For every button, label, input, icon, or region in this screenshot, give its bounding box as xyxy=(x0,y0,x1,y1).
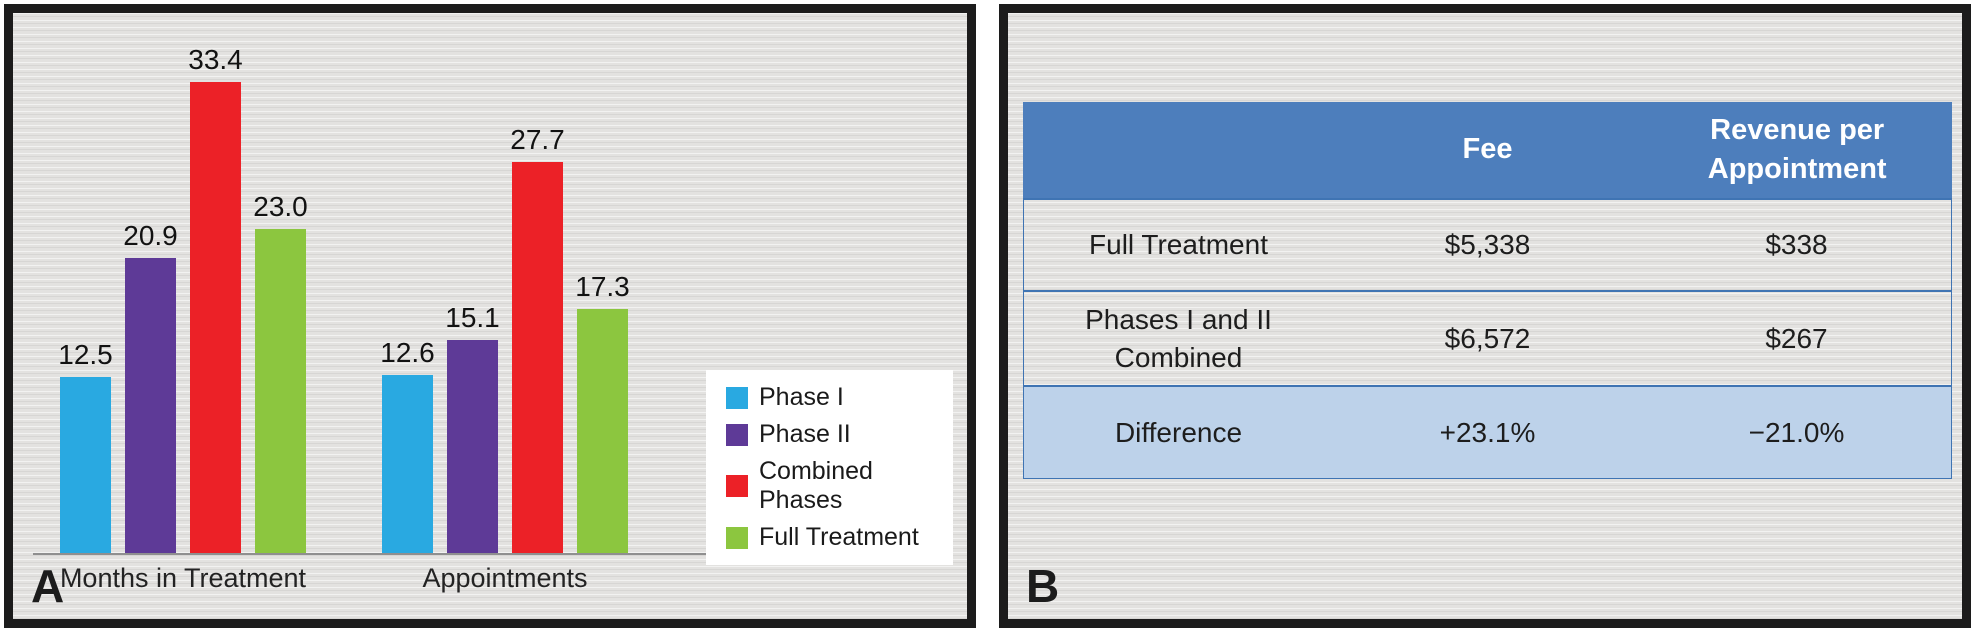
revenue-cell: −21.0% xyxy=(1642,387,1951,478)
header-cell-revenue-per-appointment: Revenue per Appointment xyxy=(1642,102,1952,198)
legend-swatch-full-treatment xyxy=(726,526,748,549)
cell-text: +23.1% xyxy=(1439,416,1536,448)
cell-text: $6,572 xyxy=(1444,322,1531,354)
legend-label: Combined Phases xyxy=(759,457,873,514)
header-cell-fee: Fee xyxy=(1333,102,1643,198)
category-label: Appointments xyxy=(422,563,588,593)
legend-swatch-phase-i xyxy=(726,386,748,409)
table-row: Full Treatment $5,338 $338 xyxy=(1024,198,1951,290)
bar-value-label: 27.7 xyxy=(510,124,565,155)
bar-full-treatment-1 xyxy=(255,229,306,553)
bar-full-treatment-2 xyxy=(577,309,628,553)
bar-value-label: 20.9 xyxy=(123,220,178,251)
bar-combined-phases-1 xyxy=(190,82,241,553)
fee-cell: $6,572 xyxy=(1333,292,1642,385)
legend-item: Phase II xyxy=(726,420,947,449)
bar-phase-ii-1 xyxy=(125,258,176,553)
x-axis-line xyxy=(33,553,953,555)
revenue-cell: $338 xyxy=(1642,200,1951,290)
bar-chart: 12.5 12.6 20.9 15.1 33.4 27.7 23.0 17.3 Months i… xyxy=(13,13,967,619)
legend-swatch-combined-phases xyxy=(726,475,748,497)
bar-value-label: 17.3 xyxy=(575,271,630,302)
fee-cell: +23.1% xyxy=(1333,387,1642,478)
bar-value-label: 12.6 xyxy=(380,337,435,368)
cell-text: $5,338 xyxy=(1444,229,1531,261)
fee-table: Fee Revenue per Appointment Full Treatmen… xyxy=(1023,102,1952,479)
panel-b-label: B xyxy=(1026,560,1060,612)
legend-item: Full Treatment xyxy=(726,523,947,552)
row-label-cell: Full Treatment xyxy=(1024,200,1333,290)
table-row: Phases I and II Combined $6,572 $267 xyxy=(1024,290,1951,385)
panel-a-label: A xyxy=(31,560,65,612)
legend-label: Phase I xyxy=(759,383,844,411)
header-cell-text: Revenue per Appointment xyxy=(1707,113,1887,185)
fee-table-body: Full Treatment $5,338 $338 Phases I and II … xyxy=(1023,198,1952,479)
header-cell-blank xyxy=(1023,102,1333,198)
chart-legend: Phase I Phase II Combined Phases Full Treat… xyxy=(706,370,953,565)
row-label-cell: Difference xyxy=(1024,387,1333,478)
table-row: Difference +23.1% −21.0% xyxy=(1024,385,1951,478)
panel-b-table: Fee Revenue per Appointment Full Treatmen… xyxy=(999,4,1971,628)
bar-value-label: 23.0 xyxy=(253,191,308,222)
cell-text: $267 xyxy=(1765,322,1828,354)
bar-value-label: 12.5 xyxy=(58,339,113,370)
bar-value-label: 15.1 xyxy=(445,302,500,333)
header-cell-text: Fee xyxy=(1462,133,1513,166)
legend-label: Phase II xyxy=(759,420,851,448)
category-label: Months in Treatment xyxy=(59,563,307,593)
legend-label: Full Treatment xyxy=(759,523,919,551)
legend-item: Combined Phases xyxy=(726,457,947,515)
cell-text: −21.0% xyxy=(1748,416,1845,448)
row-label-cell: Phases I and II Combined xyxy=(1024,292,1333,385)
panel-a-chart: 12.5 12.6 20.9 15.1 33.4 27.7 23.0 17.3 Months i… xyxy=(4,4,976,628)
bar-value-label: 33.4 xyxy=(188,44,243,75)
revenue-cell: $267 xyxy=(1642,292,1951,385)
bar-combined-phases-2 xyxy=(512,162,563,553)
cell-text: Phases I and II Combined xyxy=(1085,303,1272,373)
fee-table-header-row: Fee Revenue per Appointment xyxy=(1023,102,1952,198)
cell-text: Full Treatment xyxy=(1089,229,1268,261)
bar-phase-i-2 xyxy=(382,375,433,553)
cell-text: Difference xyxy=(1114,416,1243,448)
bar-phase-i-1 xyxy=(60,377,111,553)
cell-text: $338 xyxy=(1765,229,1828,261)
fee-cell: $5,338 xyxy=(1333,200,1642,290)
legend-item: Phase I xyxy=(726,383,947,412)
bar-phase-ii-2 xyxy=(447,340,498,553)
legend-swatch-phase-ii xyxy=(726,423,748,446)
